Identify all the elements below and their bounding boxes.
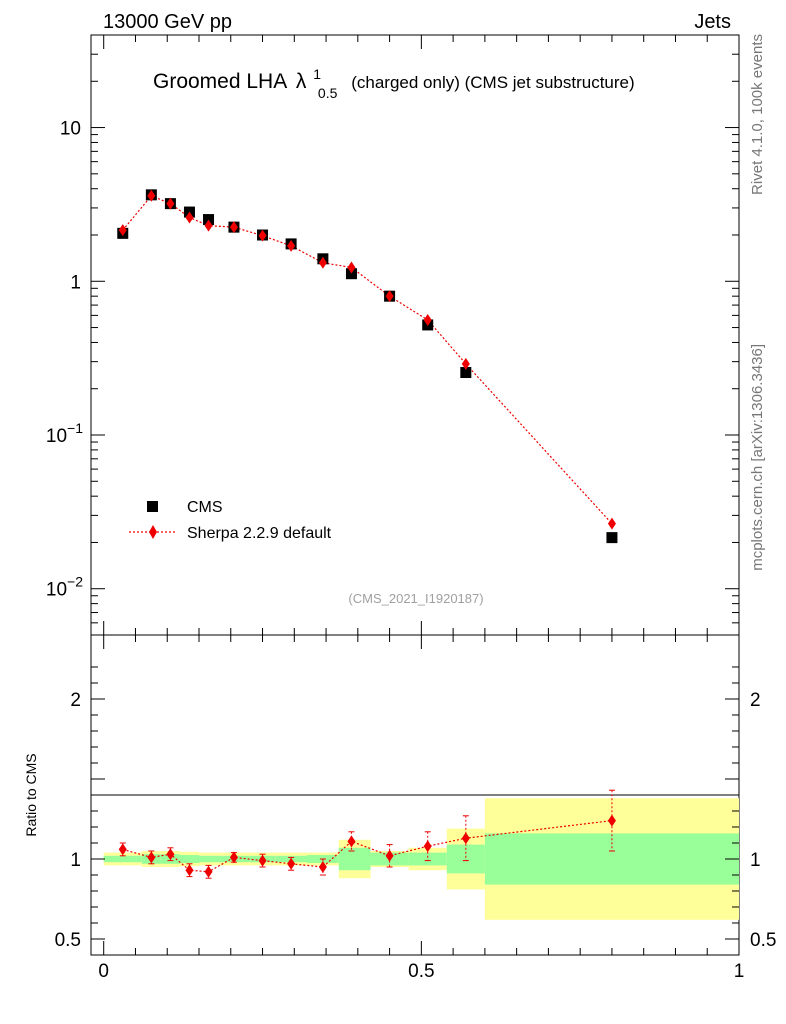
sherpa-point [385, 290, 394, 303]
sherpa-point [607, 517, 616, 530]
sherpa-point [118, 224, 127, 237]
title-main: Groomed LHA [153, 70, 287, 93]
ratio-point [118, 843, 127, 856]
ratio-ytick-label-left: 2 [70, 690, 81, 711]
cms-point [345, 268, 357, 280]
ratio-point [287, 857, 296, 870]
legend-cms-label: CMS [187, 499, 223, 516]
ratio-point [423, 840, 432, 853]
ratio-sherpa-line [122, 820, 613, 873]
ratio-ytick-label-right: 1 [750, 850, 761, 871]
ratio-point [204, 865, 213, 878]
ratio-band-stat [484, 833, 739, 885]
analysis-watermark: (CMS_2021_I1920187) [348, 591, 483, 606]
sherpa-line [122, 195, 613, 525]
title-sub: 0.5 [318, 85, 338, 101]
ratio-point [185, 864, 194, 877]
legend-cms-marker [147, 501, 158, 512]
ratio-band-stat [338, 847, 371, 871]
ratio-point [385, 849, 394, 862]
sherpa-point [229, 221, 238, 234]
x-tick-label: 1 [734, 961, 745, 982]
ratio-point [347, 835, 356, 848]
sherpa-point [318, 256, 327, 269]
sherpa-point [166, 197, 175, 210]
main-ytick-label: 10 [60, 119, 81, 140]
legend: CMS Sherpa 2.2.9 default [129, 499, 332, 542]
ratio-point [607, 814, 616, 827]
ratio-point [166, 848, 175, 861]
sherpa-point [258, 229, 267, 242]
main-ytick-label: 10−1 [46, 420, 83, 447]
ratio-point [318, 861, 327, 873]
ratio-band-stat [179, 855, 199, 863]
title-rest: (charged only) (CMS jet substructure) [351, 73, 634, 92]
sherpa-point [347, 261, 356, 274]
rivet-label: Rivet 4.1.0, 100k events [749, 34, 766, 195]
cms-point [606, 532, 618, 544]
legend-sherpa-marker [149, 525, 157, 539]
ratio-ytick-label-right: 2 [750, 690, 761, 711]
sherpa-point [461, 357, 470, 370]
x-tick-label: 0.5 [408, 961, 434, 982]
plot-title: Groomed LHA λ 1 0.5 (charged only) (CMS … [153, 61, 635, 103]
cms-point [203, 214, 215, 226]
ratio-point [147, 851, 156, 864]
cms-point [460, 367, 472, 379]
sherpa-point [185, 211, 194, 224]
ratio-ytick-label-right: 0.5 [750, 930, 776, 951]
header-jets: Jets [694, 11, 731, 33]
ratio-band-stat [199, 855, 219, 863]
ratio-ytick-label-left: 1 [70, 850, 81, 871]
ratio-point [258, 854, 267, 867]
ratio-point [229, 851, 238, 864]
main-ytick-label: 1 [70, 272, 81, 293]
legend-sherpa-label: Sherpa 2.2.9 default [187, 525, 332, 542]
main-ytick-label: 10−2 [46, 574, 83, 601]
ratio-band-stat [103, 855, 142, 863]
title-sup: 1 [313, 66, 321, 82]
x-tick-label: 0 [98, 961, 109, 982]
main-panel-frame [90, 34, 740, 636]
ratio-ytick-label-left: 0.5 [55, 930, 81, 951]
mcplots-label: mcplots.cern.ch [arXiv:1306.3436] [749, 344, 766, 571]
sherpa-point [147, 189, 156, 202]
sherpa-point [423, 313, 432, 326]
sherpa-point [204, 219, 213, 232]
title-symbol: λ [296, 70, 307, 93]
header-energy: 13000 GeV pp [103, 11, 232, 33]
ratio-band-stat [408, 852, 447, 866]
sherpa-point [287, 239, 296, 252]
ratio-ylabel: Ratio to CMS [23, 753, 39, 836]
ratio-point [461, 832, 470, 845]
